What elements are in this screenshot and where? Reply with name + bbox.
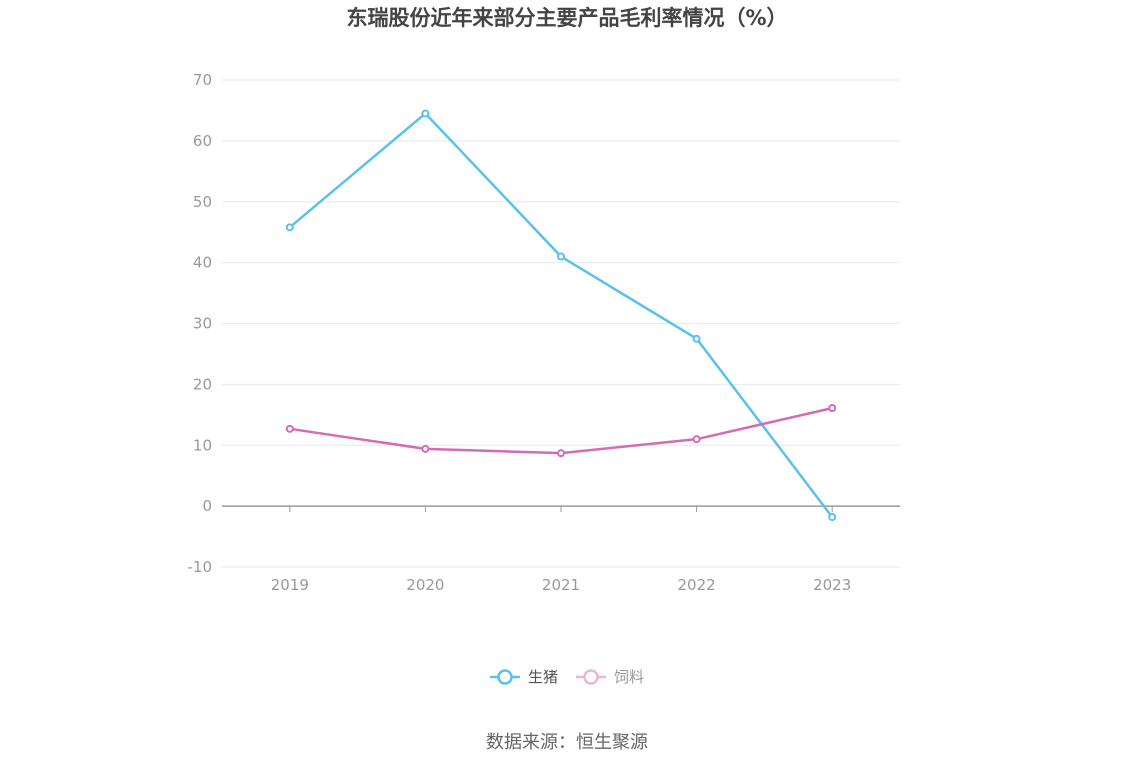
y-tick-label: 20 (193, 375, 212, 393)
y-tick-label: 30 (193, 315, 212, 333)
data-point (692, 435, 701, 444)
legend: 生猪 饲料 (490, 668, 644, 686)
data-point (692, 334, 701, 343)
y-tick-label: -10 (188, 558, 213, 576)
legend-swatch-marker (497, 669, 513, 685)
data-point (285, 424, 294, 433)
chart-title: 东瑞股份近年来部分主要产品毛利率情况（%） (346, 6, 788, 30)
y-axis: 70 60 50 40 30 20 10 0 -10 (188, 71, 213, 576)
data-point (557, 252, 565, 261)
data-point (421, 109, 430, 118)
y-tick-label: 50 (193, 193, 212, 211)
data-point (285, 223, 294, 232)
data-point (421, 444, 430, 453)
x-tick-label: 2019 (271, 576, 309, 594)
grid-lines (222, 79, 900, 568)
y-tick-label: 40 (193, 254, 212, 272)
legend-label: 饲料 (614, 668, 644, 686)
y-tick-label: 0 (202, 497, 212, 515)
legend-label: 生猪 (528, 668, 558, 686)
x-tick-label: 2022 (678, 576, 716, 594)
x-tick-label: 2023 (813, 576, 851, 594)
y-tick-label: 60 (193, 132, 212, 150)
legend-item-1[interactable]: 饲料 (576, 668, 644, 686)
x-tick-label: 2020 (406, 576, 444, 594)
series-lines (285, 109, 837, 522)
source-note: 数据来源：恒生聚源 (486, 732, 648, 753)
legend-item-0[interactable]: 生猪 (490, 668, 558, 686)
x-axis: 2019 2020 2021 2022 2023 (222, 505, 900, 594)
x-tick-label: 2021 (542, 576, 580, 594)
data-point (557, 449, 565, 458)
series-line-1 (289, 406, 833, 455)
legend-swatch-marker (583, 669, 599, 685)
y-tick-label: 70 (193, 71, 212, 89)
y-tick-label: 10 (193, 436, 212, 454)
data-point (828, 404, 837, 413)
data-point (828, 513, 837, 522)
